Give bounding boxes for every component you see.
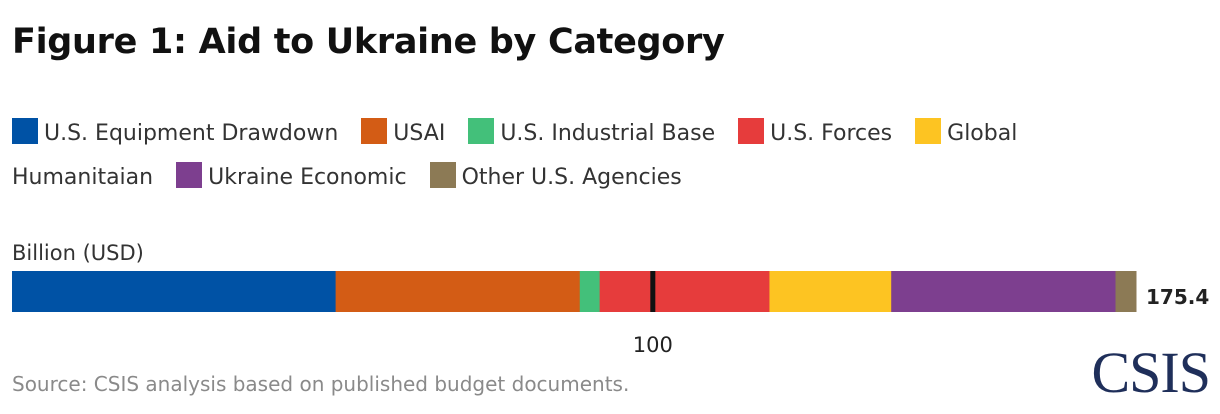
stacked-bar-chart: 100 175.4 <box>12 271 1209 357</box>
legend-item: Ukraine Economic <box>176 162 407 190</box>
bar-segment <box>1115 271 1137 312</box>
tick-marker <box>650 271 656 312</box>
total-label: 175.4 <box>1146 285 1209 309</box>
legend-swatch <box>738 118 765 144</box>
bar-segment <box>891 271 1116 312</box>
legend-item: USAI <box>361 118 446 146</box>
legend-item: U.S. Forces <box>738 118 893 146</box>
legend-item: Other U.S. Agencies <box>429 162 682 190</box>
bar-segment <box>599 271 770 312</box>
chart-title: Figure 1: Aid to Ukraine by Category <box>12 22 725 62</box>
legend-label: Global Humanitaian <box>12 121 1018 190</box>
bar-segment <box>769 271 892 312</box>
legend-swatch <box>176 162 203 188</box>
legend-item: U.S. Industrial Base <box>468 118 716 146</box>
bar-segment <box>335 271 581 312</box>
unit-label: Billion (USD) <box>12 241 144 265</box>
legend: U.S. Equipment Drawdown USAI U.S. Indust… <box>12 112 1102 200</box>
legend-label: USAI <box>393 121 446 146</box>
legend-label: U.S. Equipment Drawdown <box>44 121 339 146</box>
legend-label: Other U.S. Agencies <box>461 165 682 190</box>
legend-swatch <box>361 118 388 144</box>
legend-swatch <box>429 162 456 188</box>
source-note: Source: CSIS analysis based on published… <box>12 372 630 396</box>
csis-logo: CSIS <box>1091 340 1211 405</box>
legend-swatch <box>468 118 495 144</box>
legend-label: U.S. Forces <box>770 121 893 146</box>
legend-label: Ukraine Economic <box>208 165 407 190</box>
legend-swatch <box>915 118 942 144</box>
legend-item: Global Humanitaian <box>12 118 1018 190</box>
tick-label: 100 <box>633 333 673 357</box>
legend-swatch <box>12 118 38 144</box>
bar-segment <box>12 271 337 312</box>
legend-label: U.S. Industrial Base <box>500 121 716 146</box>
legend-item: U.S. Equipment Drawdown <box>12 118 339 146</box>
bar-segment <box>579 271 601 312</box>
